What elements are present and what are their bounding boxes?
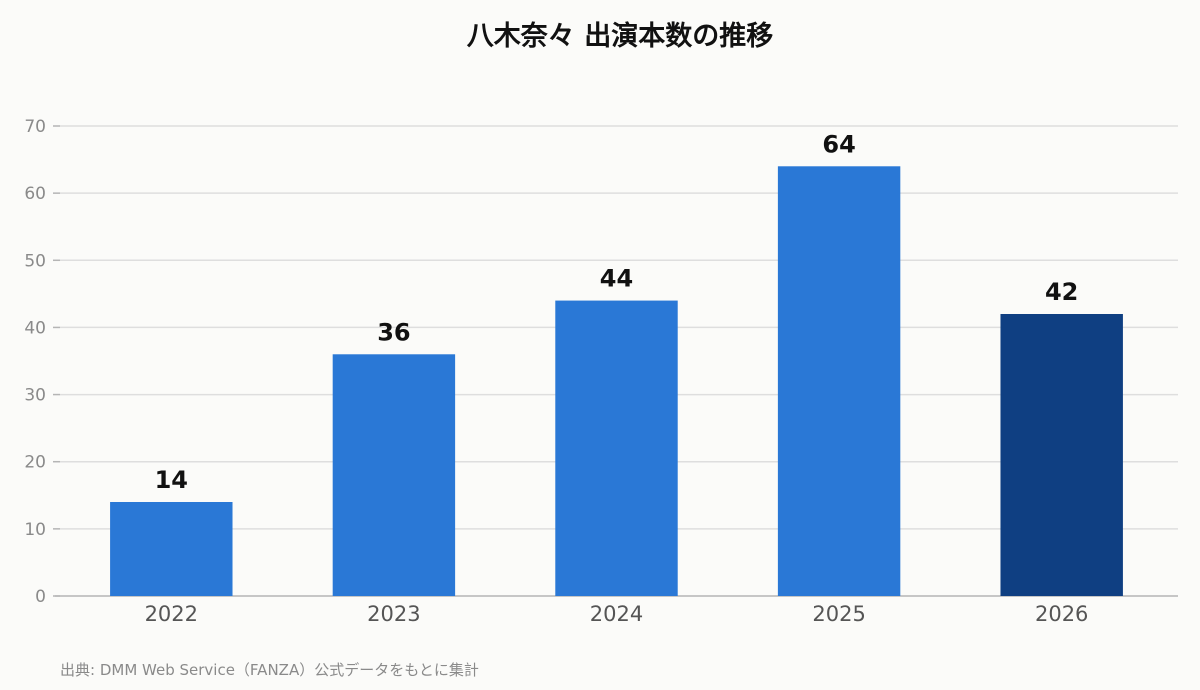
y-tick-label: 40: [24, 318, 46, 338]
bar-2023: [332, 354, 456, 596]
bar-2026: [1000, 314, 1123, 596]
y-tick-label: 10: [24, 520, 46, 540]
y-tick-label: 70: [24, 117, 46, 137]
bar-2024: [555, 300, 678, 596]
y-tick-label: 20: [24, 453, 46, 473]
x-tick-label-2026: 2026: [1035, 602, 1088, 626]
data-label-2025: 64: [822, 130, 855, 158]
data-label-2026: 42: [1045, 278, 1078, 306]
data-label-2024: 44: [600, 265, 633, 293]
source-note: 出典: DMM Web Service（FANZA）公式データをもとに集計: [60, 661, 479, 679]
x-tick-label-2025: 2025: [812, 602, 865, 626]
bars: [110, 166, 1123, 597]
x-tick-label-2022: 2022: [145, 602, 198, 626]
bar-2025: [777, 166, 901, 597]
x-tick-label-2024: 2024: [590, 602, 643, 626]
data-label-2023: 36: [377, 318, 410, 346]
x-tick-label-2023: 2023: [367, 602, 420, 626]
y-tick-label: 0: [35, 587, 46, 607]
bar-2022: [110, 502, 233, 596]
chart-title: 八木奈々 出演本数の推移: [467, 20, 773, 52]
y-tick-label: 50: [24, 251, 46, 271]
x-axis: 2022 2023 2024 2025 2026: [145, 602, 1089, 626]
y-tick-label: 30: [24, 386, 46, 406]
data-labels: 14 36 44 64 42: [155, 130, 1079, 494]
y-tick-label: 60: [24, 184, 46, 204]
data-label-2022: 14: [155, 466, 188, 494]
